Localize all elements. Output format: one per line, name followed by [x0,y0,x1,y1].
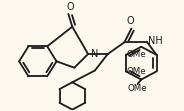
Text: OMe: OMe [127,50,146,59]
Text: N: N [91,49,98,58]
Text: O: O [127,16,134,26]
Text: OMe: OMe [127,67,146,76]
Text: O: O [66,2,74,12]
Text: OMe: OMe [128,84,147,93]
Text: NH: NH [148,36,163,46]
